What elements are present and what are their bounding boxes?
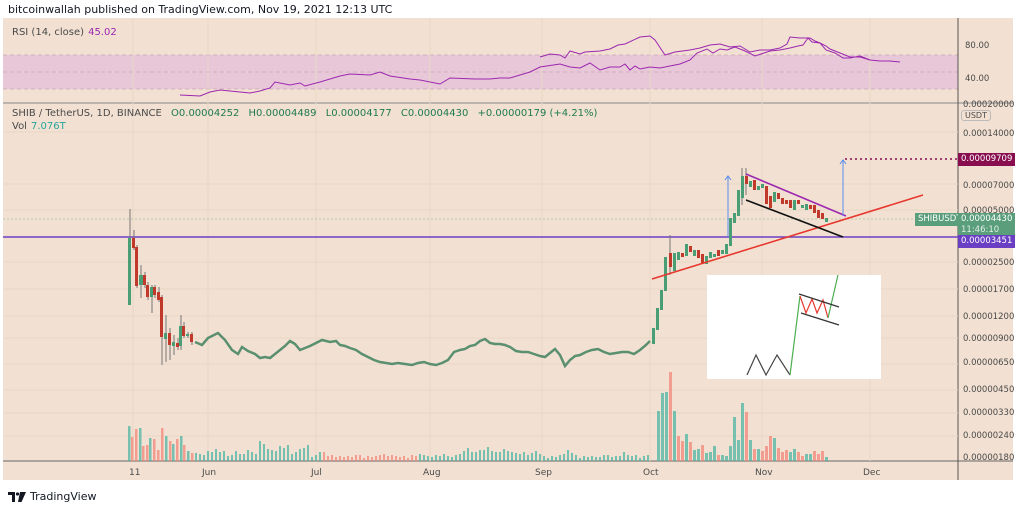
time-axis-label: Jun xyxy=(202,468,217,478)
rsi-label: RSI (14, close) xyxy=(12,27,85,38)
ohlc-low: L0.00004177 xyxy=(325,108,392,119)
time-axis-label: Oct xyxy=(643,468,659,478)
symbol-tag: SHIBUSDT xyxy=(915,213,965,226)
flag-lower-line xyxy=(745,199,844,238)
currency-badge[interactable]: USDT xyxy=(961,110,991,121)
volume-value: 7.076T xyxy=(30,121,66,132)
support-price-tag: 0.00003451 xyxy=(958,235,1016,248)
bar-countdown: 11:46:10 xyxy=(961,225,1000,235)
price-axis-label: 0.00000650 xyxy=(963,358,1015,368)
price-axis-label: 0.00000180 xyxy=(963,453,1015,463)
candles-mid xyxy=(194,331,651,369)
time-axis-label: Dec xyxy=(863,468,881,478)
ohlc-close: C0.00004430 xyxy=(400,108,469,119)
rsi-legend: RSI (14, close) 45.02 xyxy=(12,27,117,38)
last-price-tag: 0.00004430 11:46:10 xyxy=(958,213,1016,235)
time-axis-label: Sep xyxy=(535,468,552,478)
price-axis-label: 0.00000240 xyxy=(963,431,1015,441)
price-axis-label: 0.00000450 xyxy=(963,385,1015,395)
price-axis-label: 0.00002500 xyxy=(963,258,1015,268)
rsi-axis-40: 40.00 xyxy=(965,74,990,84)
rsi-line xyxy=(179,37,901,97)
bull-flag-inset xyxy=(707,274,881,379)
time-axis-label: Jul xyxy=(311,468,322,478)
price-axis-label: 0.00000900 xyxy=(963,334,1015,344)
price-axis-label: 0.00007000 xyxy=(963,181,1015,191)
price-axis-label: 0.00001200 xyxy=(963,312,1015,322)
time-axis-label: 11 xyxy=(129,468,141,478)
volume-legend: Vol 7.076T xyxy=(12,121,66,132)
price-axis-label: 0.00005000 xyxy=(963,206,1015,216)
volume-label: Vol xyxy=(12,121,27,132)
last-price-value: 0.00004430 xyxy=(961,214,1013,224)
projection-arrows xyxy=(724,159,847,237)
price-axis-label: 0.00000330 xyxy=(963,408,1015,418)
ohlc-change: +0.00000179 (+4.21%) xyxy=(477,108,598,119)
ohlc-open: O0.00004252 xyxy=(171,108,240,119)
price-axis-label: 0.00020000 xyxy=(963,100,1015,110)
brand-name: TradingView xyxy=(30,490,97,503)
tradingview-logo-icon xyxy=(8,491,26,502)
publish-info: bitcoinwallah published on TradingView.c… xyxy=(8,3,393,16)
price-axis-label: 0.00001700 xyxy=(963,285,1015,295)
symbol-title[interactable]: SHIB / TetherUS, 1D, BINANCE xyxy=(12,108,162,119)
time-axis-label: Aug xyxy=(423,468,441,478)
candles xyxy=(128,209,193,365)
rsi-value: 45.02 xyxy=(88,27,117,38)
flag-upper-line xyxy=(745,173,847,217)
price-axis-label: 0.00014000 xyxy=(963,129,1015,139)
tradingview-brand[interactable]: TradingView xyxy=(8,490,96,503)
rsi-axis-80: 80.00 xyxy=(965,41,990,51)
rising-trendline xyxy=(651,194,924,280)
time-axis-label: Nov xyxy=(755,468,773,478)
target-price-tag: 0.00009709 xyxy=(958,153,1016,166)
symbol-legend: SHIB / TetherUS, 1D, BINANCE O0.00004252… xyxy=(12,108,597,119)
chart-frame[interactable] xyxy=(3,18,1013,480)
ohlc-high: H0.00004489 xyxy=(248,108,317,119)
volume-bars xyxy=(128,372,828,461)
